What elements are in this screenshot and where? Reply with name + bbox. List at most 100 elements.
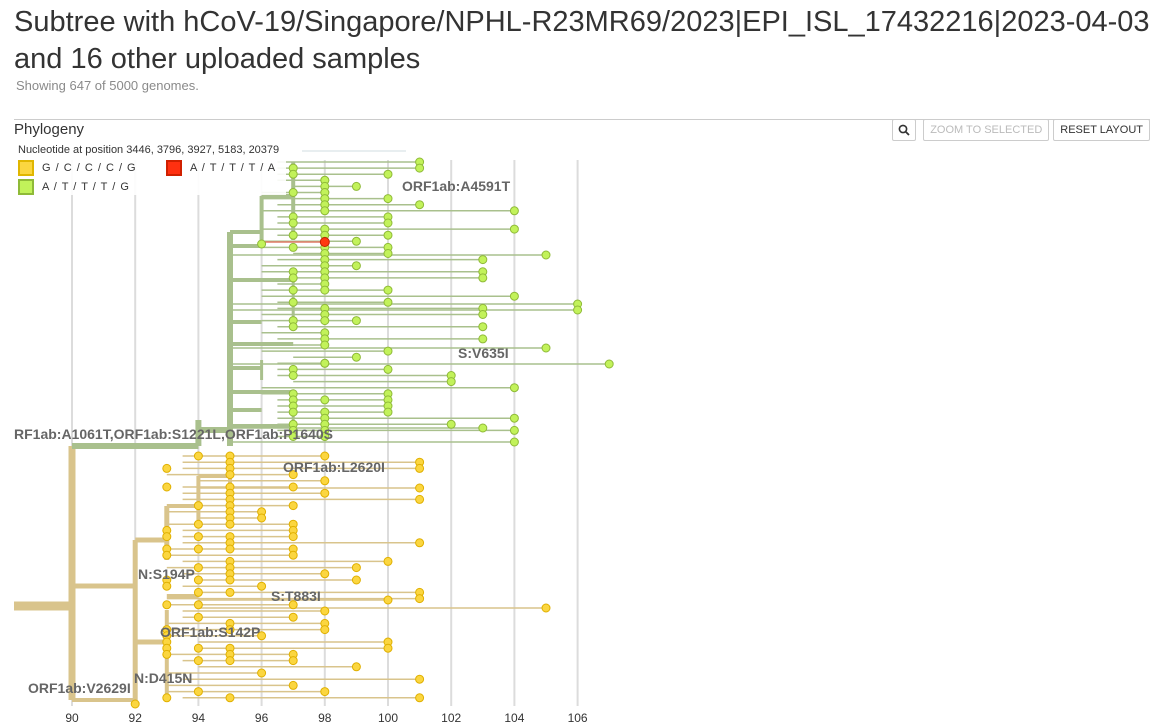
tip-node — [162, 463, 172, 473]
mutation-label: N:D415N — [134, 670, 192, 686]
tip-node — [415, 163, 425, 173]
tip-node — [383, 556, 393, 566]
tip-node — [257, 668, 267, 678]
axis-tick-label: 100 — [378, 711, 398, 725]
mutation-label: S:V635I — [458, 345, 509, 361]
tip-node — [257, 631, 267, 641]
tip-node — [320, 488, 330, 498]
legend-label: G / C / C / C / G — [42, 162, 137, 174]
tip-node — [415, 494, 425, 504]
tip-node — [320, 432, 330, 441]
axis-tick-label: 104 — [504, 711, 524, 725]
tip-node — [351, 575, 361, 585]
tip-node — [225, 587, 235, 597]
tip-node — [383, 169, 393, 179]
axis-tick-label: 92 — [129, 711, 143, 725]
tip-node-selected — [319, 237, 330, 247]
mutation-label: S:T883I — [271, 588, 321, 604]
legend-underline — [302, 150, 406, 152]
tip-node — [478, 310, 488, 319]
tip-node — [478, 322, 488, 332]
zoom-search-button[interactable] — [892, 119, 917, 141]
axis-tick-label: 106 — [568, 711, 588, 725]
tip-node — [320, 358, 330, 368]
tip-node — [162, 532, 172, 542]
tip-node — [193, 643, 203, 653]
tip-node — [446, 419, 456, 429]
tip-node — [225, 575, 235, 585]
tip-node — [383, 407, 393, 417]
tip-node — [351, 261, 361, 271]
tip-node — [509, 206, 519, 216]
panel-title: Phylogeny — [14, 121, 85, 138]
tip-node — [193, 532, 203, 542]
mutation-label: N:S194P — [138, 566, 195, 582]
tip-node — [351, 181, 361, 191]
tip-node — [193, 563, 203, 573]
tip-node — [162, 581, 172, 591]
tip-node — [288, 242, 298, 252]
tip-node — [288, 482, 298, 492]
tip-node — [288, 169, 298, 179]
legend-item-atttta[interactable]: A / T / T / T / A — [166, 160, 286, 176]
tip-node — [478, 334, 488, 344]
axis-tick-label: 102 — [441, 711, 461, 725]
tip-node — [288, 218, 298, 228]
legend-item-gcccg[interactable]: G / C / C / C / G — [18, 160, 166, 176]
tip-node — [193, 501, 203, 511]
tip-node — [351, 236, 361, 246]
mutation-label: ORF1ab:A4591T — [402, 178, 511, 194]
tip-node — [351, 563, 361, 573]
tip-node — [415, 463, 425, 473]
legend-swatch-green — [18, 179, 34, 195]
tip-node — [446, 377, 456, 387]
tip-node — [320, 316, 330, 326]
zoom-to-selected-button[interactable]: ZOOM TO SELECTED — [923, 119, 1050, 141]
tip-node — [478, 423, 488, 433]
tip-node — [383, 218, 393, 228]
tip-node — [288, 285, 298, 295]
tip-node — [320, 625, 330, 635]
tip-node — [193, 587, 203, 597]
tip-node — [509, 413, 519, 423]
tip-node — [288, 407, 298, 417]
tip-node — [320, 451, 330, 461]
tip-node — [509, 224, 519, 234]
tip-node — [162, 649, 172, 659]
tip-node — [257, 239, 267, 249]
legend-label: A / T / T / T / G — [42, 181, 130, 193]
tip-node — [383, 364, 393, 374]
tip-node — [288, 322, 298, 332]
tip-node — [288, 612, 298, 622]
tip-node — [478, 255, 488, 265]
panel-divider — [14, 119, 1150, 120]
tip-node — [288, 297, 298, 307]
tip-node — [288, 273, 298, 283]
tip-node — [225, 625, 235, 635]
tip-node — [415, 693, 425, 703]
tip-node — [225, 656, 235, 666]
tip-node — [193, 544, 203, 554]
tip-node — [320, 395, 330, 405]
tip-node — [225, 470, 235, 480]
legend-item-atttg[interactable]: A / T / T / T / G — [18, 179, 166, 195]
tip-node — [193, 656, 203, 666]
genome-count: Showing 647 of 5000 genomes. — [16, 78, 199, 93]
tip-node — [162, 482, 172, 492]
tip-node — [193, 575, 203, 585]
reset-layout-button[interactable]: RESET LAYOUT — [1053, 119, 1150, 141]
tip-node — [320, 340, 330, 350]
mutation-label: ORF1ab:L2620I — [283, 459, 385, 475]
tip-node — [415, 674, 425, 684]
tip-node — [288, 532, 298, 542]
tip-node — [604, 359, 614, 369]
tip-node — [257, 581, 267, 591]
tip-node — [383, 595, 393, 605]
axis-tick-label: 98 — [318, 711, 332, 725]
tip-node — [509, 383, 519, 393]
tip-node — [288, 188, 298, 197]
mutation-label: ORF1ab:V2629I — [28, 680, 131, 696]
page-title: Subtree with hCoV-19/Singapore/NPHL-R23M… — [14, 6, 1150, 75]
tip-node — [288, 600, 298, 610]
